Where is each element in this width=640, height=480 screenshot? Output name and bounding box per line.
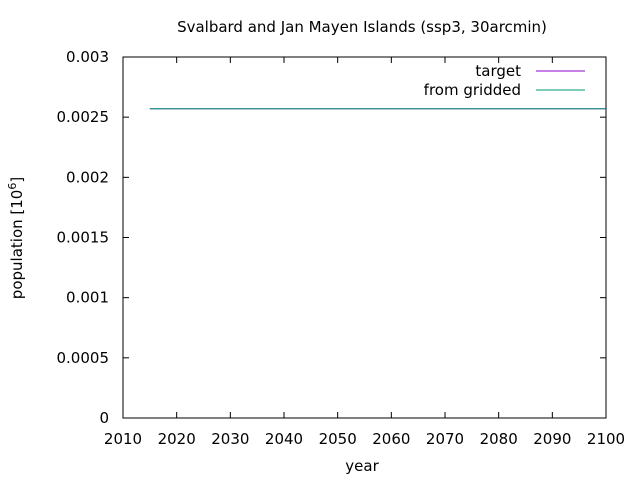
x-tick-label: 2010 [104,430,142,448]
x-tick-label: 2100 [587,430,625,448]
y-tick-label: 0.002 [66,168,109,186]
plot-frame [122,56,607,419]
y-axis-label: population [106] [6,177,26,299]
chart-title: Svalbard and Jan Mayen Islands (ssp3, 30… [177,18,547,36]
legend-label: target [475,62,521,80]
y-axis: 0 0.0005 0.001 0.0015 0.002 0.0025 0.003 [57,48,606,427]
x-axis: 2010 2020 2030 2040 2050 2060 2070 2080 2090 2100 [104,57,625,448]
x-tick-label: 2030 [211,430,249,448]
x-axis-label: year [345,457,379,475]
legend-label: from gridded [424,81,521,99]
x-tick-label: 2080 [480,430,518,448]
y-tick-label: 0.003 [66,48,109,66]
y-tick-label: 0.0005 [57,349,110,367]
x-tick-label: 2050 [319,430,357,448]
y-tick-label: 0.0025 [57,108,110,126]
y-axis-label-exponent: 6 [6,183,19,190]
y-tick-label: 0.001 [66,289,109,307]
y-tick-label: 0 [99,409,109,427]
y-tick-label: 0.0015 [57,229,110,247]
x-tick-label: 2090 [533,430,571,448]
x-tick-label: 2060 [372,430,410,448]
x-tick-label: 2020 [158,430,196,448]
x-tick-label: 2070 [426,430,464,448]
x-tick-label: 2040 [265,430,303,448]
